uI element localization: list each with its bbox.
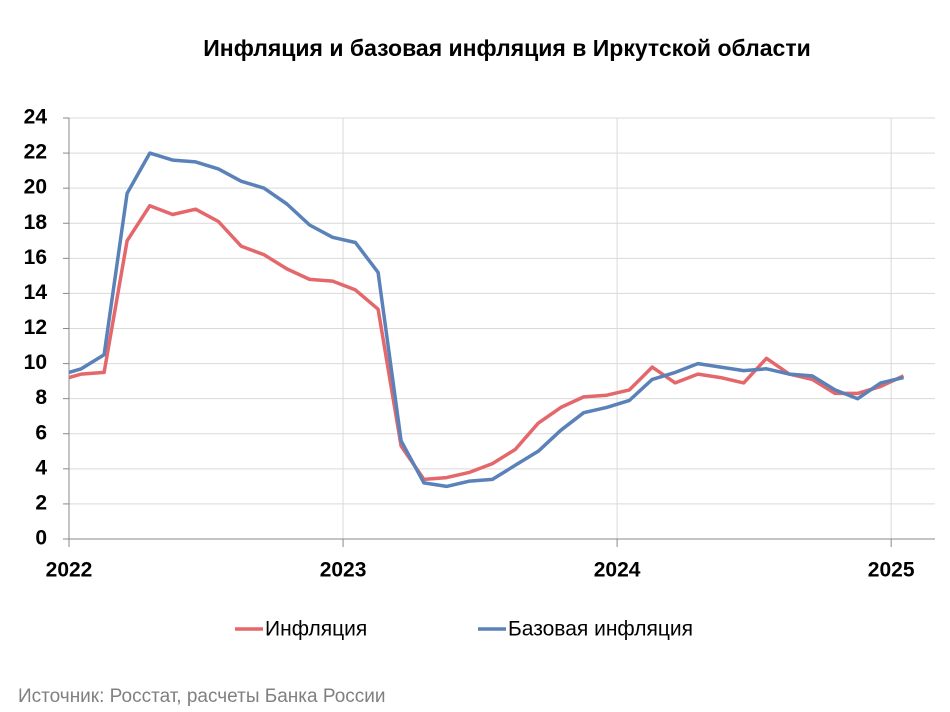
y-tick-label: 20 bbox=[24, 176, 47, 199]
y-tick-label: 6 bbox=[35, 421, 47, 444]
y-tick-label: 14 bbox=[24, 281, 48, 304]
chart-title: Инфляция и базовая инфляция в Иркутской … bbox=[203, 35, 810, 61]
y-tick-label: 22 bbox=[24, 141, 47, 164]
x-tick-label: 2023 bbox=[320, 559, 367, 582]
y-tick-label: 8 bbox=[35, 386, 47, 409]
y-tick-label: 16 bbox=[24, 246, 47, 269]
legend-label: Инфляция bbox=[265, 618, 367, 641]
legend-label: Базовая инфляция bbox=[508, 618, 693, 641]
y-tick-label: 10 bbox=[24, 351, 47, 374]
series-line bbox=[68, 151, 904, 489]
y-tick-label: 0 bbox=[35, 527, 47, 550]
y-tick-label: 4 bbox=[35, 456, 47, 479]
series-line bbox=[68, 203, 905, 482]
x-tick-label: 2024 bbox=[594, 559, 641, 582]
x-tick-label: 2025 bbox=[868, 559, 915, 582]
y-tick-label: 18 bbox=[24, 211, 48, 234]
y-tick-label: 24 bbox=[24, 106, 48, 129]
y-tick-label: 2 bbox=[35, 491, 47, 514]
y-tick-label: 12 bbox=[24, 316, 47, 339]
source-note: Источник: Росстат, расчеты Банка России bbox=[18, 686, 386, 707]
x-tick-label: 2022 bbox=[46, 559, 93, 582]
